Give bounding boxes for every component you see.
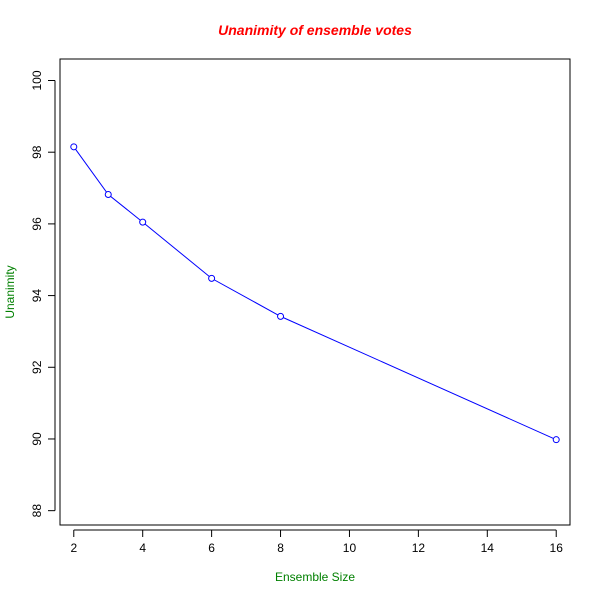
x-tick-label: 14 bbox=[481, 541, 495, 555]
series-points bbox=[70, 143, 560, 444]
y-tick-label: 98 bbox=[30, 145, 44, 159]
data-point bbox=[552, 436, 560, 444]
data-point bbox=[139, 218, 147, 226]
x-tick-label: 8 bbox=[277, 541, 284, 555]
y-tick-label: 92 bbox=[30, 360, 44, 374]
series-line bbox=[73, 146, 557, 441]
x-tick-label: 4 bbox=[139, 541, 146, 555]
x-axis: 2 4 6 8 10 12 14 16 bbox=[70, 529, 564, 555]
data-point bbox=[277, 312, 285, 320]
x-tick-label: 16 bbox=[550, 541, 564, 555]
y-tick-label: 94 bbox=[30, 289, 44, 303]
data-point bbox=[70, 143, 78, 151]
plot-frame bbox=[59, 58, 571, 526]
data-point bbox=[104, 190, 112, 198]
chart-title: Unanimity of ensemble votes bbox=[218, 22, 412, 38]
x-axis-label: Ensemble Size bbox=[275, 570, 355, 584]
y-tick-label: 88 bbox=[30, 504, 44, 518]
x-tick-label: 6 bbox=[208, 541, 215, 555]
data-point bbox=[208, 274, 216, 282]
y-tick-label: 96 bbox=[30, 217, 44, 231]
y-axis-label: Unanimity bbox=[3, 265, 17, 318]
y-tick-label: 90 bbox=[30, 432, 44, 446]
x-tick-label: 10 bbox=[343, 541, 357, 555]
x-tick-label: 12 bbox=[412, 541, 426, 555]
y-tick-label: 100 bbox=[30, 70, 44, 90]
y-axis: 88 90 92 94 96 98 100 bbox=[30, 70, 56, 518]
x-tick-label: 2 bbox=[70, 541, 77, 555]
